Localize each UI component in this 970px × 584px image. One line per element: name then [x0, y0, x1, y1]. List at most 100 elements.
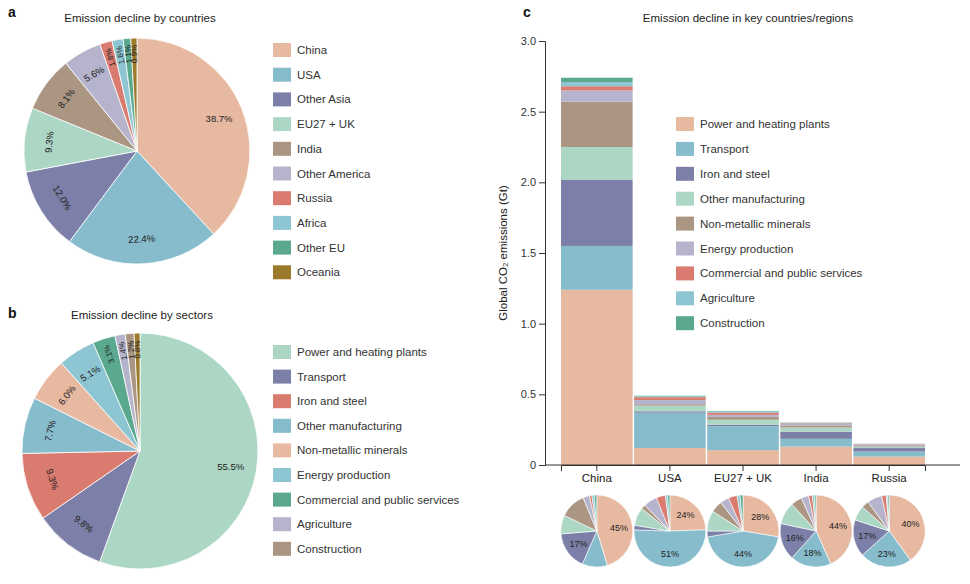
pie-slice	[707, 531, 778, 567]
legend-label: Agriculture	[297, 518, 352, 530]
data-label: 22.4%	[128, 233, 156, 245]
tick-label: USA	[658, 472, 682, 484]
bar-segment	[707, 426, 779, 450]
tick-label: 1.0	[521, 318, 536, 330]
bar-segment	[561, 82, 633, 86]
tick: 0.5	[521, 388, 545, 400]
data-label: 45%	[610, 523, 628, 533]
mini-pie: 45% 17%	[561, 495, 633, 567]
legend-swatch	[676, 242, 694, 256]
legend-label: Iron and steel	[297, 395, 367, 407]
bar-segment	[853, 452, 925, 457]
tick-mark	[539, 253, 545, 254]
data-label: 12.0%	[51, 183, 75, 212]
tick-mark	[596, 465, 597, 471]
bar-segment	[853, 447, 925, 448]
tick-mark	[539, 182, 545, 183]
legend-label: Commercial and public services	[700, 267, 863, 279]
y-axis: 00.51.01.52.02.53.0	[521, 35, 546, 471]
pie-slice	[656, 495, 670, 531]
legend-label: Commercial and public services	[297, 494, 460, 506]
pie	[24, 38, 250, 264]
pie-slice	[888, 495, 890, 531]
bar-segment	[634, 413, 706, 448]
bar-segment	[780, 432, 852, 439]
pie-slice	[868, 496, 889, 531]
bar-segment	[780, 423, 852, 425]
bar-segment	[561, 290, 633, 465]
bar-segment	[561, 86, 633, 90]
legend-swatch	[273, 191, 291, 205]
tick-mark	[539, 112, 545, 113]
legend-label: Russia	[297, 192, 333, 204]
pie-slice	[729, 495, 743, 531]
tick: 2.5	[521, 106, 545, 118]
pie-slice	[670, 495, 706, 531]
pie-slice	[801, 496, 816, 531]
mini-pie: 44%18%16%	[780, 495, 852, 567]
tick: India	[804, 465, 830, 484]
legend-label: Energy production	[297, 469, 390, 481]
legend-swatch	[676, 142, 694, 156]
bar-segment	[707, 411, 779, 413]
legend-swatch	[273, 216, 291, 230]
legend-swatch	[273, 68, 291, 82]
tick: EU27 + UK	[714, 465, 772, 484]
bar-segment	[707, 450, 779, 465]
tick-mark	[669, 465, 670, 471]
bar-segment	[561, 102, 633, 147]
legend-swatch	[273, 142, 291, 156]
bar-segment	[561, 246, 633, 290]
data-label: 17%	[569, 539, 587, 549]
chart-title: Emission decline by countries	[64, 12, 216, 24]
axis-line	[539, 42, 546, 466]
mini-pie: 24%51%	[634, 495, 706, 567]
legend-label: Oceania	[297, 266, 340, 278]
legend-label: Other EU	[297, 242, 345, 254]
legend-label: Construction	[297, 543, 362, 555]
legend-swatch	[273, 394, 291, 408]
bar-segment	[634, 406, 706, 412]
legend-swatch	[273, 117, 291, 131]
bar-segment	[853, 444, 925, 445]
data-label: 7.7%	[42, 418, 58, 442]
legend-label: Power and heating plants	[700, 118, 830, 130]
tick-label: 3.0	[521, 35, 536, 47]
tick: 3.0	[521, 35, 545, 47]
legend-swatch	[676, 266, 694, 280]
chart-title: Emission decline by sectors	[71, 309, 213, 321]
data-label: 9.3%	[44, 467, 61, 492]
bar-segment	[561, 90, 633, 101]
legend-swatch	[676, 217, 694, 231]
legend-swatch	[676, 117, 694, 131]
pie-slice	[592, 495, 597, 531]
bar-segment	[634, 397, 706, 400]
legend-label: Other manufacturing	[700, 193, 805, 205]
legend-swatch	[676, 316, 694, 330]
bar-segment	[707, 415, 779, 417]
data-label: 40%	[902, 519, 920, 529]
pie-slice	[634, 530, 706, 567]
bar-segment	[561, 180, 633, 246]
axis-line	[562, 466, 926, 472]
pie-slice	[740, 495, 743, 531]
pie-slice	[737, 495, 743, 531]
tick-mark	[743, 465, 744, 471]
panel-label: a	[8, 4, 16, 20]
figure: aEmission decline by countries38.7%22.4%…	[0, 0, 970, 584]
tick-mark	[539, 465, 545, 466]
data-label: 23%	[878, 549, 896, 559]
pie-slice	[882, 495, 889, 531]
legend-swatch	[273, 241, 291, 255]
data-labels: 55.5%9.8%9.3%7.7%6.0%5.1%3.1%1.4%1.2%0.8…	[42, 340, 244, 535]
tick: USA	[658, 465, 682, 484]
bar-segment	[634, 395, 706, 397]
legend-swatch	[273, 370, 291, 384]
data-label: 5.6%	[82, 63, 107, 83]
data-label: 9.8%	[72, 513, 96, 535]
legend-swatch	[273, 443, 291, 457]
data-label: 18%	[804, 548, 822, 558]
legend-label: Other Asia	[297, 93, 351, 105]
legend-label: China	[297, 44, 328, 56]
tick-label: India	[804, 472, 830, 484]
